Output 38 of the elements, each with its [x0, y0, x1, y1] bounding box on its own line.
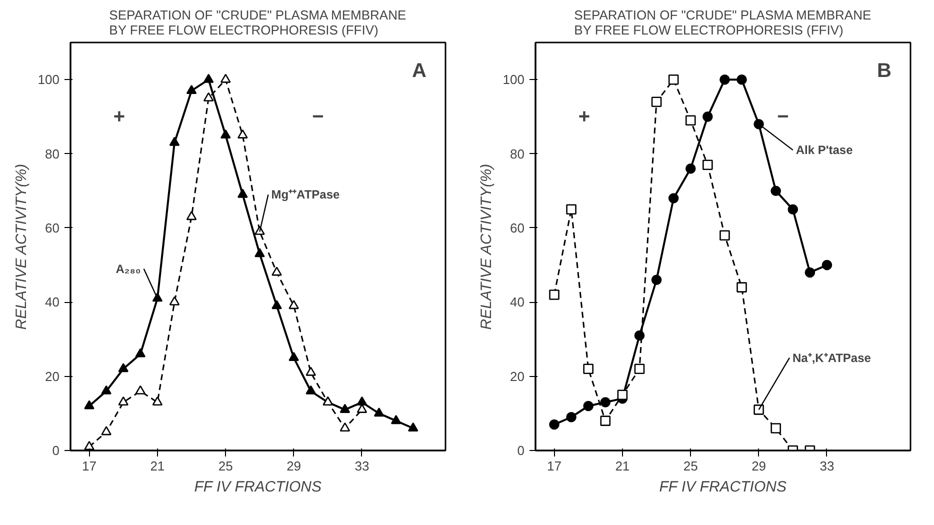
- x-tick-label: 29: [286, 458, 302, 474]
- annotation: +: [113, 106, 126, 128]
- y-tick-label: 100: [38, 72, 60, 88]
- y-tick-label: 0: [517, 443, 525, 458]
- annotation: A₂₈₀: [116, 262, 141, 276]
- chart-title: SEPARATION OF "CRUDE" PLASMA MEMBRANE BY FREE FLOW ELECTROPHORESIS (FFIV): [574, 8, 872, 38]
- x-axis-title: FF IV FRACTIONS: [659, 478, 786, 496]
- x-tick-label: 29: [752, 458, 766, 474]
- y-tick-label: 80: [510, 146, 525, 162]
- y-tick-label: 60: [45, 220, 60, 236]
- x-tick-label: 17: [82, 458, 96, 474]
- x-tick-label: 25: [683, 458, 698, 474]
- annotation: −: [312, 106, 324, 128]
- annotation: Alk P'tase: [796, 143, 854, 158]
- annotation: A: [412, 60, 426, 82]
- y-tick-label: 20: [45, 368, 60, 384]
- y-tick-label: 80: [45, 146, 60, 162]
- y-tick-label: 40: [510, 294, 525, 310]
- x-tick-label: 25: [218, 458, 233, 474]
- annotation: Mg⁺⁺ATPase: [271, 188, 340, 202]
- x-tick-label: 33: [820, 458, 834, 474]
- y-axis-title: RELATIVE ACTIVITY(%): [12, 164, 30, 330]
- chart-title: SEPARATION OF "CRUDE" PLASMA MEMBRANE BY FREE FLOW ELECTROPHORESIS (FFIV): [109, 8, 406, 38]
- annotation: −: [777, 106, 789, 128]
- y-tick-label: 0: [52, 443, 60, 458]
- x-axis-title: FF IV FRACTIONS: [194, 478, 322, 496]
- annotation: Na⁺,K⁺ATPase: [792, 350, 872, 365]
- annotation: B: [877, 60, 892, 82]
- x-tick-label: 33: [354, 458, 370, 474]
- y-tick-label: 60: [510, 220, 525, 236]
- annotation: +: [578, 106, 590, 128]
- y-tick-label: 40: [45, 294, 60, 310]
- x-tick-label: 17: [547, 458, 562, 474]
- y-axis-title: RELATIVE ACTIVITY(%): [478, 164, 495, 330]
- x-tick-label: 21: [150, 458, 165, 474]
- y-tick-label: 20: [510, 368, 525, 384]
- x-tick-label: 21: [615, 458, 630, 474]
- y-tick-label: 100: [502, 72, 525, 88]
